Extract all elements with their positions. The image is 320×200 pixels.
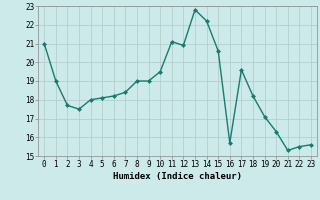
X-axis label: Humidex (Indice chaleur): Humidex (Indice chaleur) [113, 172, 242, 181]
